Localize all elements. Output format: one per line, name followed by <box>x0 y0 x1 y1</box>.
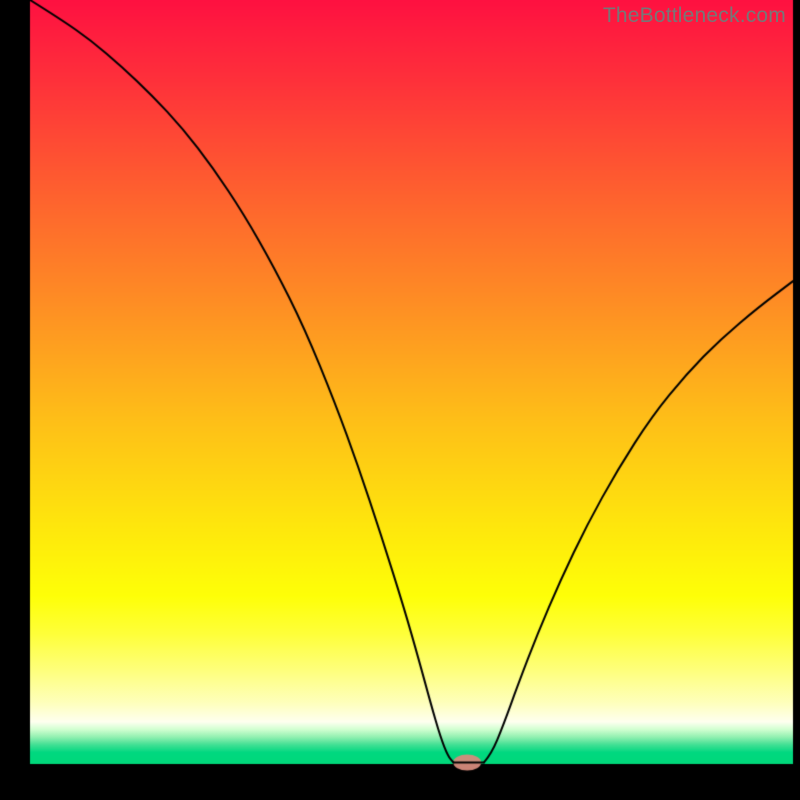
bottleneck-chart-canvas <box>0 0 800 800</box>
watermark-text: TheBottleneck.com <box>603 4 786 28</box>
chart-container: TheBottleneck.com <box>0 0 800 800</box>
